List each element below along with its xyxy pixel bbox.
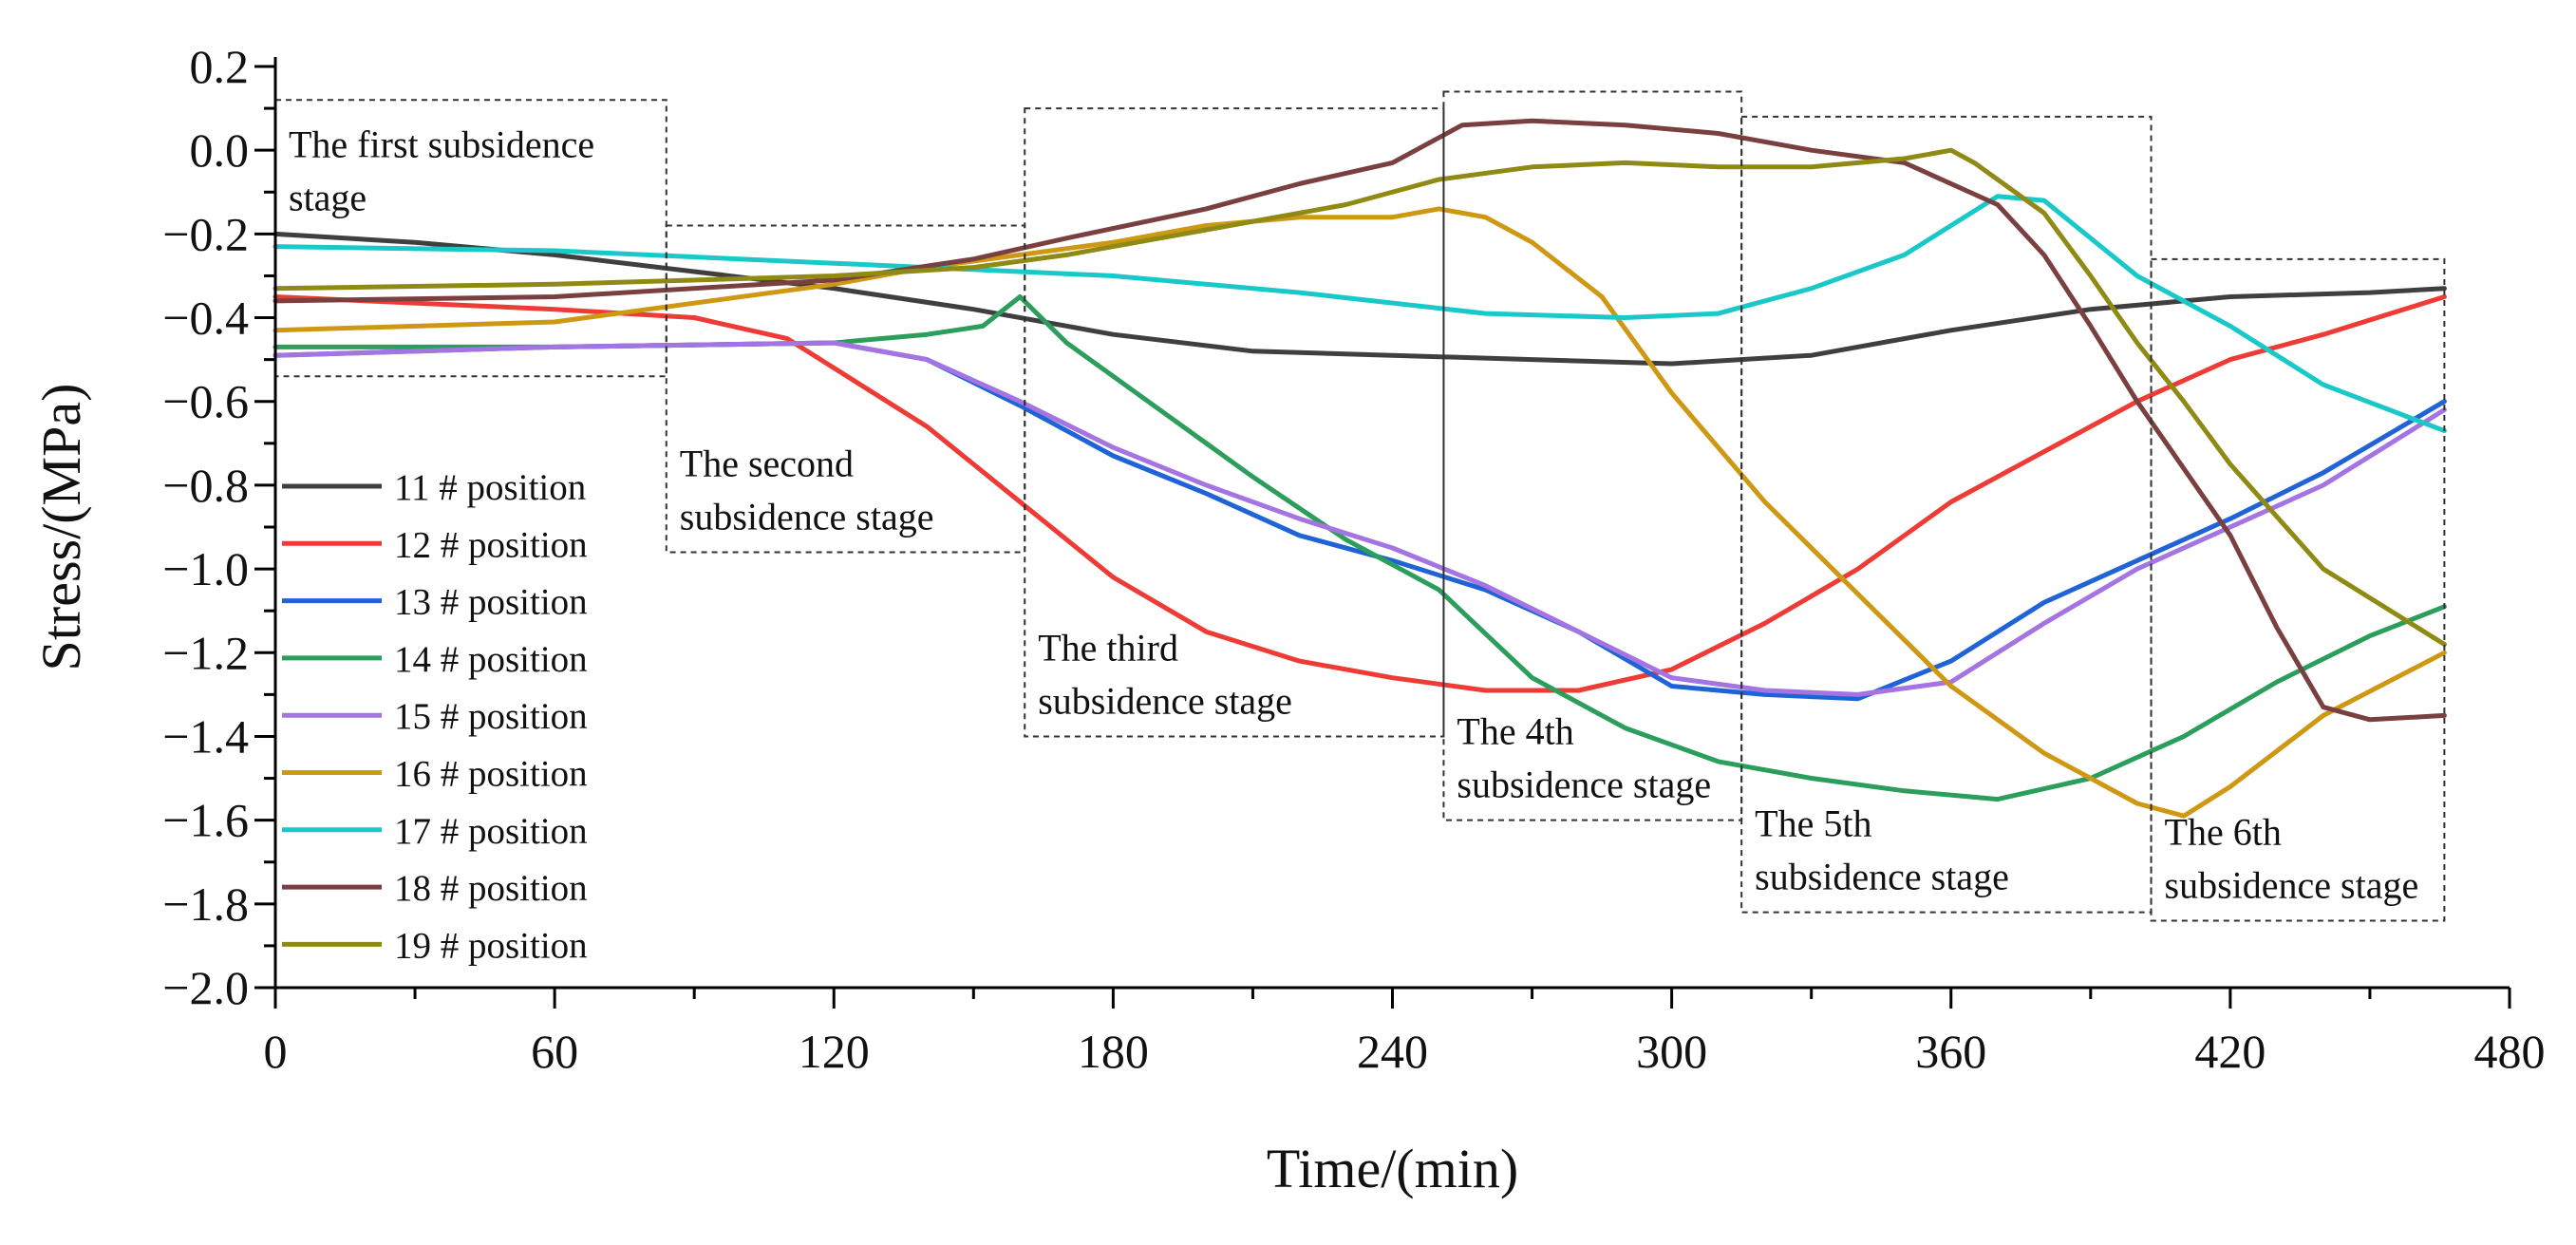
legend-label-6: 16 # position [394, 754, 588, 795]
y-tick-label-5: −0.8 [162, 459, 249, 512]
stage-label-1-line-1: The first subsidence [289, 123, 594, 165]
y-tick-label-3: −0.4 [162, 292, 249, 345]
stage-label-1-line-2: stage [289, 176, 367, 218]
legend-label-4: 14 # position [394, 639, 588, 680]
x-tick-label-300: 300 [1636, 1025, 1707, 1078]
legend-label-1: 11 # position [394, 467, 586, 508]
series-line-5 [273, 340, 2447, 697]
series-line-9 [273, 147, 2447, 647]
x-axis-title: Time/(min) [1267, 1138, 1518, 1199]
series-line-1 [273, 231, 2447, 367]
x-tick-label-60: 60 [531, 1025, 578, 1078]
stage-label-2-line-2: subsidence stage [680, 495, 934, 538]
series-line-2 [273, 294, 2447, 693]
legend-label-2: 12 # position [394, 524, 588, 565]
legend-label-8: 18 # position [394, 868, 588, 909]
y-tick-label-7: −1.2 [162, 626, 249, 679]
y-tick-label-1: 0.0 [190, 123, 250, 177]
x-tick-label-240: 240 [1357, 1025, 1428, 1078]
series-line-6 [273, 206, 2447, 819]
series-line-7 [273, 194, 2447, 434]
x-tick-label-360: 360 [1915, 1025, 1986, 1078]
stage-label-5-line-1: The 5th [1755, 802, 1871, 845]
stage-label-3-line-2: subsidence stage [1038, 679, 1292, 722]
series-line-8 [273, 118, 2447, 723]
stage-label-5-line-2: subsidence stage [1755, 856, 2009, 898]
y-tick-label-0: 0.2 [190, 40, 250, 93]
stage-label-6-line-2: subsidence stage [2165, 863, 2419, 906]
y-tick-label-11: −2.0 [162, 961, 249, 1014]
y-tick-label-6: −1.0 [162, 542, 249, 595]
series-line-3 [273, 340, 2447, 702]
stage-label-6-line-1: The 6th [2165, 810, 2282, 853]
y-axis-title: Stress/(MPa) [30, 384, 92, 671]
legend-label-3: 13 # position [394, 582, 588, 623]
x-tick-label-180: 180 [1078, 1025, 1149, 1078]
stage-label-4-line-2: subsidence stage [1457, 764, 1711, 806]
x-tick-label-120: 120 [799, 1025, 870, 1078]
stage-box-6 [2150, 257, 2446, 922]
y-tick-label-10: −1.8 [162, 877, 249, 931]
series-line-4 [273, 294, 2447, 802]
y-tick-label-9: −1.6 [162, 794, 249, 847]
stage-label-3-line-1: The third [1038, 626, 1178, 669]
stage-label-4-line-1: The 4th [1457, 710, 1573, 753]
legend-label-9: 19 # position [394, 925, 588, 966]
legend-label-5: 15 # position [394, 696, 588, 737]
x-tick-label-480: 480 [2474, 1025, 2546, 1078]
stage-box-2 [665, 224, 1026, 554]
stage-label-2-line-1: The second [680, 442, 854, 484]
y-tick-label-2: −0.2 [162, 207, 249, 260]
x-tick-label-0: 0 [264, 1025, 288, 1078]
legend-label-7: 17 # position [394, 811, 588, 852]
stage-box-3 [1024, 107, 1445, 738]
y-tick-label-4: −0.6 [162, 375, 249, 428]
y-tick-label-8: −1.4 [162, 709, 249, 763]
x-tick-label-420: 420 [2194, 1025, 2266, 1078]
